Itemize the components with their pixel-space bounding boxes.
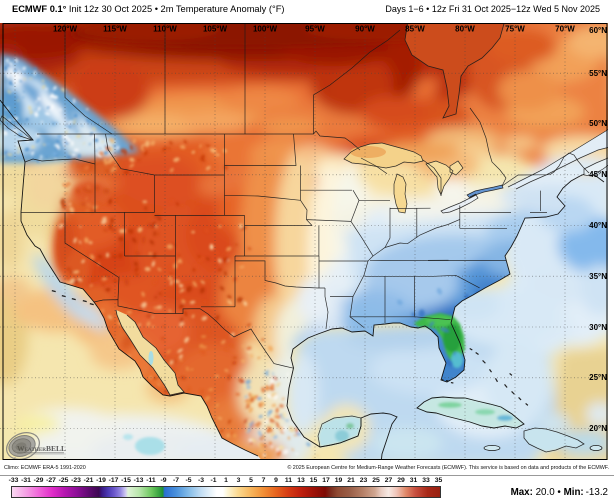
svg-text:35°N: 35°N xyxy=(589,272,607,281)
svg-text:45°N: 45°N xyxy=(589,170,607,179)
svg-text:115°W: 115°W xyxy=(103,25,127,34)
svg-text:95°W: 95°W xyxy=(305,25,325,34)
svg-text:80°W: 80°W xyxy=(455,25,475,34)
svg-text:110°W: 110°W xyxy=(153,25,177,34)
svg-text:100°W: 100°W xyxy=(253,25,278,34)
svg-text:50°N: 50°N xyxy=(589,119,607,128)
svg-text:105°W: 105°W xyxy=(203,25,228,34)
svg-text:30°N: 30°N xyxy=(589,323,607,332)
svg-text:60°N: 60°N xyxy=(589,26,607,35)
svg-text:90°W: 90°W xyxy=(355,25,375,34)
svg-text:40°N: 40°N xyxy=(589,221,607,230)
svg-text:20°N: 20°N xyxy=(589,424,607,433)
svg-text:75°W: 75°W xyxy=(505,25,525,34)
svg-text:WEATHERBELL: WEATHERBELL xyxy=(17,444,66,453)
svg-text:85°W: 85°W xyxy=(405,25,425,34)
svg-text:70°W: 70°W xyxy=(555,25,575,34)
svg-text:25°N: 25°N xyxy=(589,373,607,382)
svg-text:55°N: 55°N xyxy=(589,69,607,78)
svg-text:120°W: 120°W xyxy=(53,25,78,34)
